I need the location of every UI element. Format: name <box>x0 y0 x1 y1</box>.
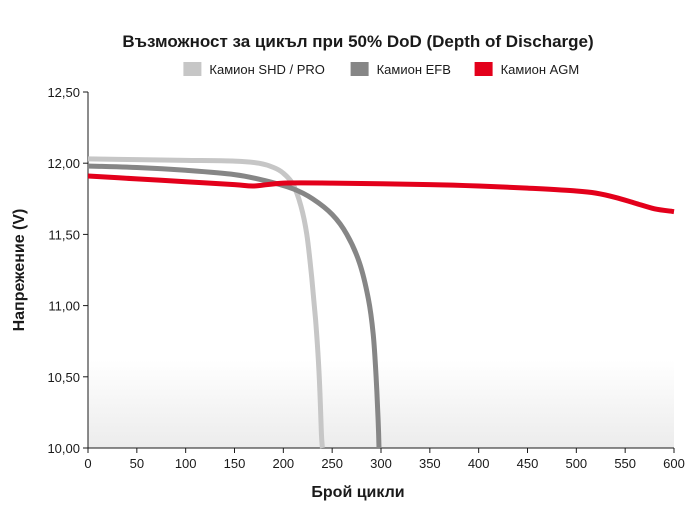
y-tick-labels: 10,00 10,50 11,00 11,50 12,00 12,50 <box>47 85 88 456</box>
legend-swatch <box>474 62 493 76</box>
legend-label: Камион EFB <box>377 62 451 77</box>
series-line-agm <box>87 173 675 215</box>
x-tick-label: 300 <box>370 456 392 471</box>
y-tick-label: 11,50 <box>48 227 80 242</box>
series-line-efb <box>87 163 382 449</box>
x-tick-label: 50 <box>130 456 144 471</box>
x-tick-label: 0 <box>84 456 91 471</box>
legend-swatch <box>350 62 369 76</box>
x-tick-label: 600 <box>663 456 685 471</box>
x-tick-label: 250 <box>321 456 343 471</box>
legend: Камион SHD / PRO Камион EFB Камион AGM <box>183 62 579 77</box>
x-tick-label: 150 <box>224 456 246 471</box>
x-tick-label: 550 <box>614 456 636 471</box>
y-axis-title: Напрежение (V) <box>11 209 28 332</box>
legend-label: Камион SHD / PRO <box>209 62 324 77</box>
series-line-shd-pro <box>87 156 325 449</box>
legend-label: Камион AGM <box>501 62 580 77</box>
x-tick-label: 200 <box>272 456 294 471</box>
x-tick-label: 400 <box>468 456 490 471</box>
x-tick-label: 450 <box>517 456 539 471</box>
x-tick-label: 350 <box>419 456 441 471</box>
y-tick-label: 11,00 <box>48 299 80 314</box>
chart-title: Възможност за цикъл при 50% DoD (Depth o… <box>122 32 593 51</box>
x-axis-title: Брой цикли <box>311 484 404 501</box>
x-tick-label: 100 <box>175 456 197 471</box>
y-tick-label: 10,00 <box>47 441 80 456</box>
y-tick-label: 12,50 <box>47 85 80 100</box>
series-lines <box>87 156 675 449</box>
x-tick-label: 500 <box>565 456 587 471</box>
y-tick-label: 10,50 <box>47 370 80 385</box>
legend-swatch <box>183 62 202 76</box>
y-tick-label: 12,00 <box>47 156 80 171</box>
x-tick-labels: 0 50 100 150 200 250 300 350 400 450 500 550 600 <box>84 448 685 471</box>
